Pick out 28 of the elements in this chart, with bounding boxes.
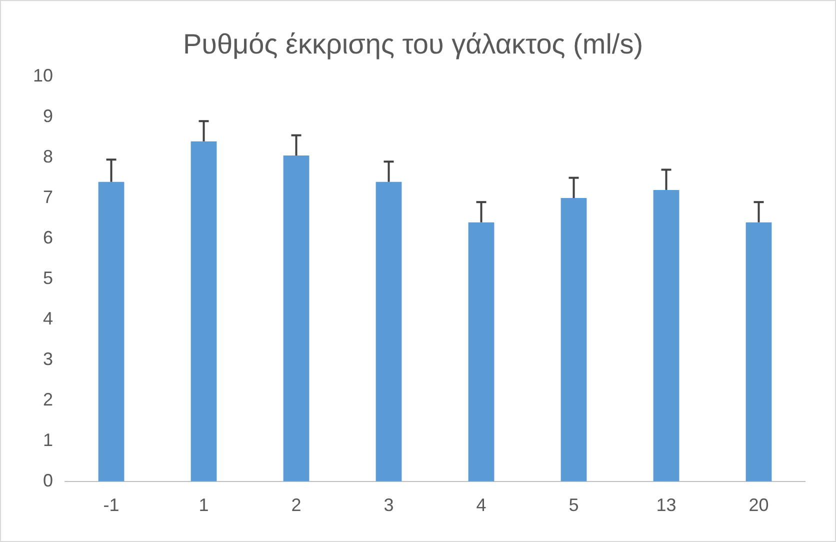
y-tick-label: 8: [43, 146, 54, 167]
y-tick-label: 7: [43, 187, 54, 208]
bar: [98, 182, 124, 482]
y-tick-label: 9: [43, 106, 54, 126]
x-tick-label: -1: [103, 495, 120, 516]
x-tick-label: 4: [476, 495, 486, 516]
bar: [468, 222, 494, 482]
y-tick-label: 0: [43, 470, 54, 490]
chart-title: Ρυθμός έκκρισης του γάλακτος (ml/s): [182, 28, 644, 60]
bar: [560, 198, 587, 482]
y-tick-label: 10: [32, 66, 54, 86]
x-tick-label: 20: [748, 495, 769, 516]
bar: [376, 182, 402, 482]
bar: [746, 222, 772, 482]
x-tick-label: 1: [198, 495, 209, 516]
y-tick-label: 4: [43, 308, 54, 328]
bar: [653, 190, 680, 482]
y-tick-label: 6: [43, 227, 54, 248]
bar: [283, 156, 310, 482]
x-tick-label: 13: [656, 495, 676, 516]
bar: [190, 141, 217, 482]
y-tick-label: 5: [43, 268, 54, 288]
x-tick-label: 2: [291, 495, 302, 516]
y-tick-label: 3: [43, 348, 54, 369]
x-tick-label: 3: [384, 495, 394, 516]
y-tick-label: 1: [43, 430, 54, 450]
y-tick-label: 2: [43, 389, 54, 410]
x-tick-label: 5: [568, 495, 579, 516]
